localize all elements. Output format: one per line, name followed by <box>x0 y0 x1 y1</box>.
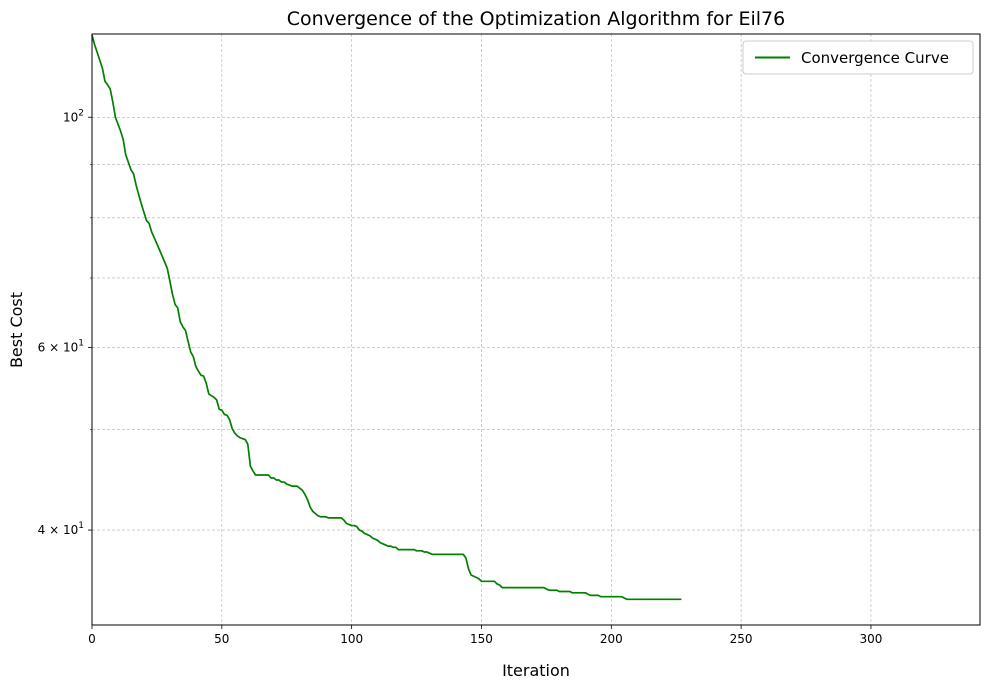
x-tick-label: 200 <box>600 632 623 646</box>
x-tick-label: 0 <box>88 632 96 646</box>
chart-title: Convergence of the Optimization Algorith… <box>287 8 785 30</box>
x-tick-label: 100 <box>340 632 363 646</box>
x-tick-label: 300 <box>859 632 882 646</box>
x-tick-label: 250 <box>730 632 753 646</box>
y-tick-label: 102 <box>63 108 84 124</box>
legend: Convergence Curve <box>742 40 974 75</box>
plot-frame <box>91 33 981 626</box>
grid <box>91 34 980 625</box>
y-tick-label: 6 × 101 <box>38 338 84 354</box>
plot-background <box>92 34 980 625</box>
x-axis-label: Iteration <box>502 661 570 680</box>
y-tick-label: 4 × 101 <box>38 521 84 537</box>
x-tick-label: 50 <box>214 632 229 646</box>
y-axis-label: Best Cost <box>7 292 26 368</box>
series-line-convergence-curve <box>91 34 682 601</box>
legend-label: Convergence Curve <box>801 49 949 67</box>
legend-box <box>742 40 974 75</box>
x-tick-label: 150 <box>470 632 493 646</box>
series-lines <box>91 34 682 601</box>
x-axis-ticks: 0 50 100 150 200 250 300 <box>88 625 882 646</box>
y-axis-ticks: 102 6 × 101 4 × 101 <box>38 108 92 537</box>
